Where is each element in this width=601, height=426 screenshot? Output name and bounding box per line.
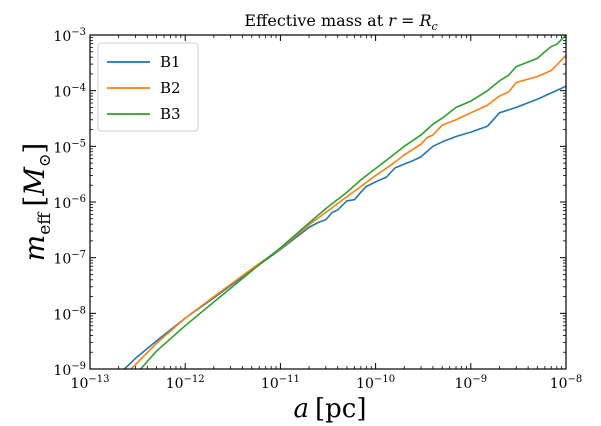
- plot-frame: [89, 34, 567, 370]
- y-axis-label-var: m: [18, 235, 51, 262]
- y-axis-label-unit: M: [18, 166, 51, 197]
- y-tick-base: 10: [53, 307, 71, 323]
- x-axis-label: a [pc]: [293, 394, 366, 424]
- x-tick-label: 10−12: [166, 374, 205, 392]
- y-tick-base: 10: [53, 29, 71, 45]
- x-tick-exp: −11: [279, 374, 300, 385]
- y-tick-base: 10: [53, 140, 71, 156]
- y-axis-label-sub: eff: [35, 211, 55, 235]
- chart-title: Effective mass at r = Rc: [244, 11, 437, 33]
- chart-title-text: Effective mass at: [244, 11, 388, 30]
- y-axis-label-unit-sub: ⊙: [35, 154, 54, 167]
- y-tick-exp: −7: [71, 250, 86, 261]
- x-tick-base: 10: [356, 376, 374, 392]
- y-tick-exp: −8: [71, 305, 86, 316]
- chart-title-sub-c: c: [432, 20, 438, 33]
- series-line-b3: [140, 35, 566, 369]
- chart-title-eq: =: [396, 11, 420, 30]
- y-tick-label: 10−5: [53, 138, 86, 156]
- x-tick-base: 10: [261, 376, 279, 392]
- x-tick-base: 10: [550, 376, 568, 392]
- x-tick-label: 10−8: [550, 374, 583, 392]
- x-tick-exp: −13: [88, 374, 109, 385]
- x-tick-exp: −12: [184, 374, 205, 385]
- x-axis-label-var: a: [293, 394, 309, 424]
- y-axis-label: meff [M⊙]: [18, 143, 55, 262]
- y-tick-label: 10−3: [53, 27, 86, 45]
- y-tick-exp: −4: [71, 83, 86, 94]
- y-tick-exp: −9: [71, 361, 86, 372]
- legend-box: [97, 42, 199, 132]
- series-line-b2: [130, 54, 566, 369]
- legend-label-b3: B3: [160, 105, 181, 123]
- series-layer: [123, 35, 566, 369]
- x-axis-label-unit: [pc]: [315, 394, 367, 424]
- y-tick-label: 10−6: [53, 194, 86, 212]
- x-tick-base: 10: [166, 376, 184, 392]
- y-tick-exp: −3: [71, 27, 86, 38]
- y-tick-label: 10−9: [53, 361, 86, 379]
- x-tick-label: 10−13: [71, 374, 110, 392]
- y-axis-label-close: ]: [18, 143, 51, 154]
- x-tick-label: 10−10: [356, 374, 395, 392]
- y-tick-base: 10: [53, 196, 71, 212]
- x-tick-exp: −8: [568, 374, 583, 385]
- legend: B1 B2 B3: [97, 42, 199, 132]
- y-tick-label: 10−8: [53, 305, 86, 323]
- y-tick-exp: −6: [71, 194, 86, 205]
- y-axis-label-open: [: [18, 196, 51, 207]
- y-tick-base: 10: [53, 252, 71, 268]
- x-tick-exp: −10: [374, 374, 395, 385]
- y-tick-label: 10−4: [53, 83, 86, 101]
- x-tick-label: 10−9: [455, 374, 488, 392]
- x-tick-base: 10: [455, 376, 473, 392]
- legend-label-b2: B2: [160, 79, 181, 97]
- x-tick-label: 10−11: [261, 374, 300, 392]
- chart-title-var-r: r: [388, 11, 397, 30]
- y-tick-base: 10: [53, 363, 71, 379]
- x-tick-base: 10: [71, 376, 89, 392]
- x-tick-exp: −9: [472, 374, 487, 385]
- y-tick-label: 10−7: [53, 250, 86, 268]
- chart-title-var-R: R: [418, 11, 431, 30]
- y-tick-base: 10: [53, 85, 71, 101]
- y-tick-exp: −5: [71, 138, 86, 149]
- legend-label-b1: B1: [160, 53, 181, 71]
